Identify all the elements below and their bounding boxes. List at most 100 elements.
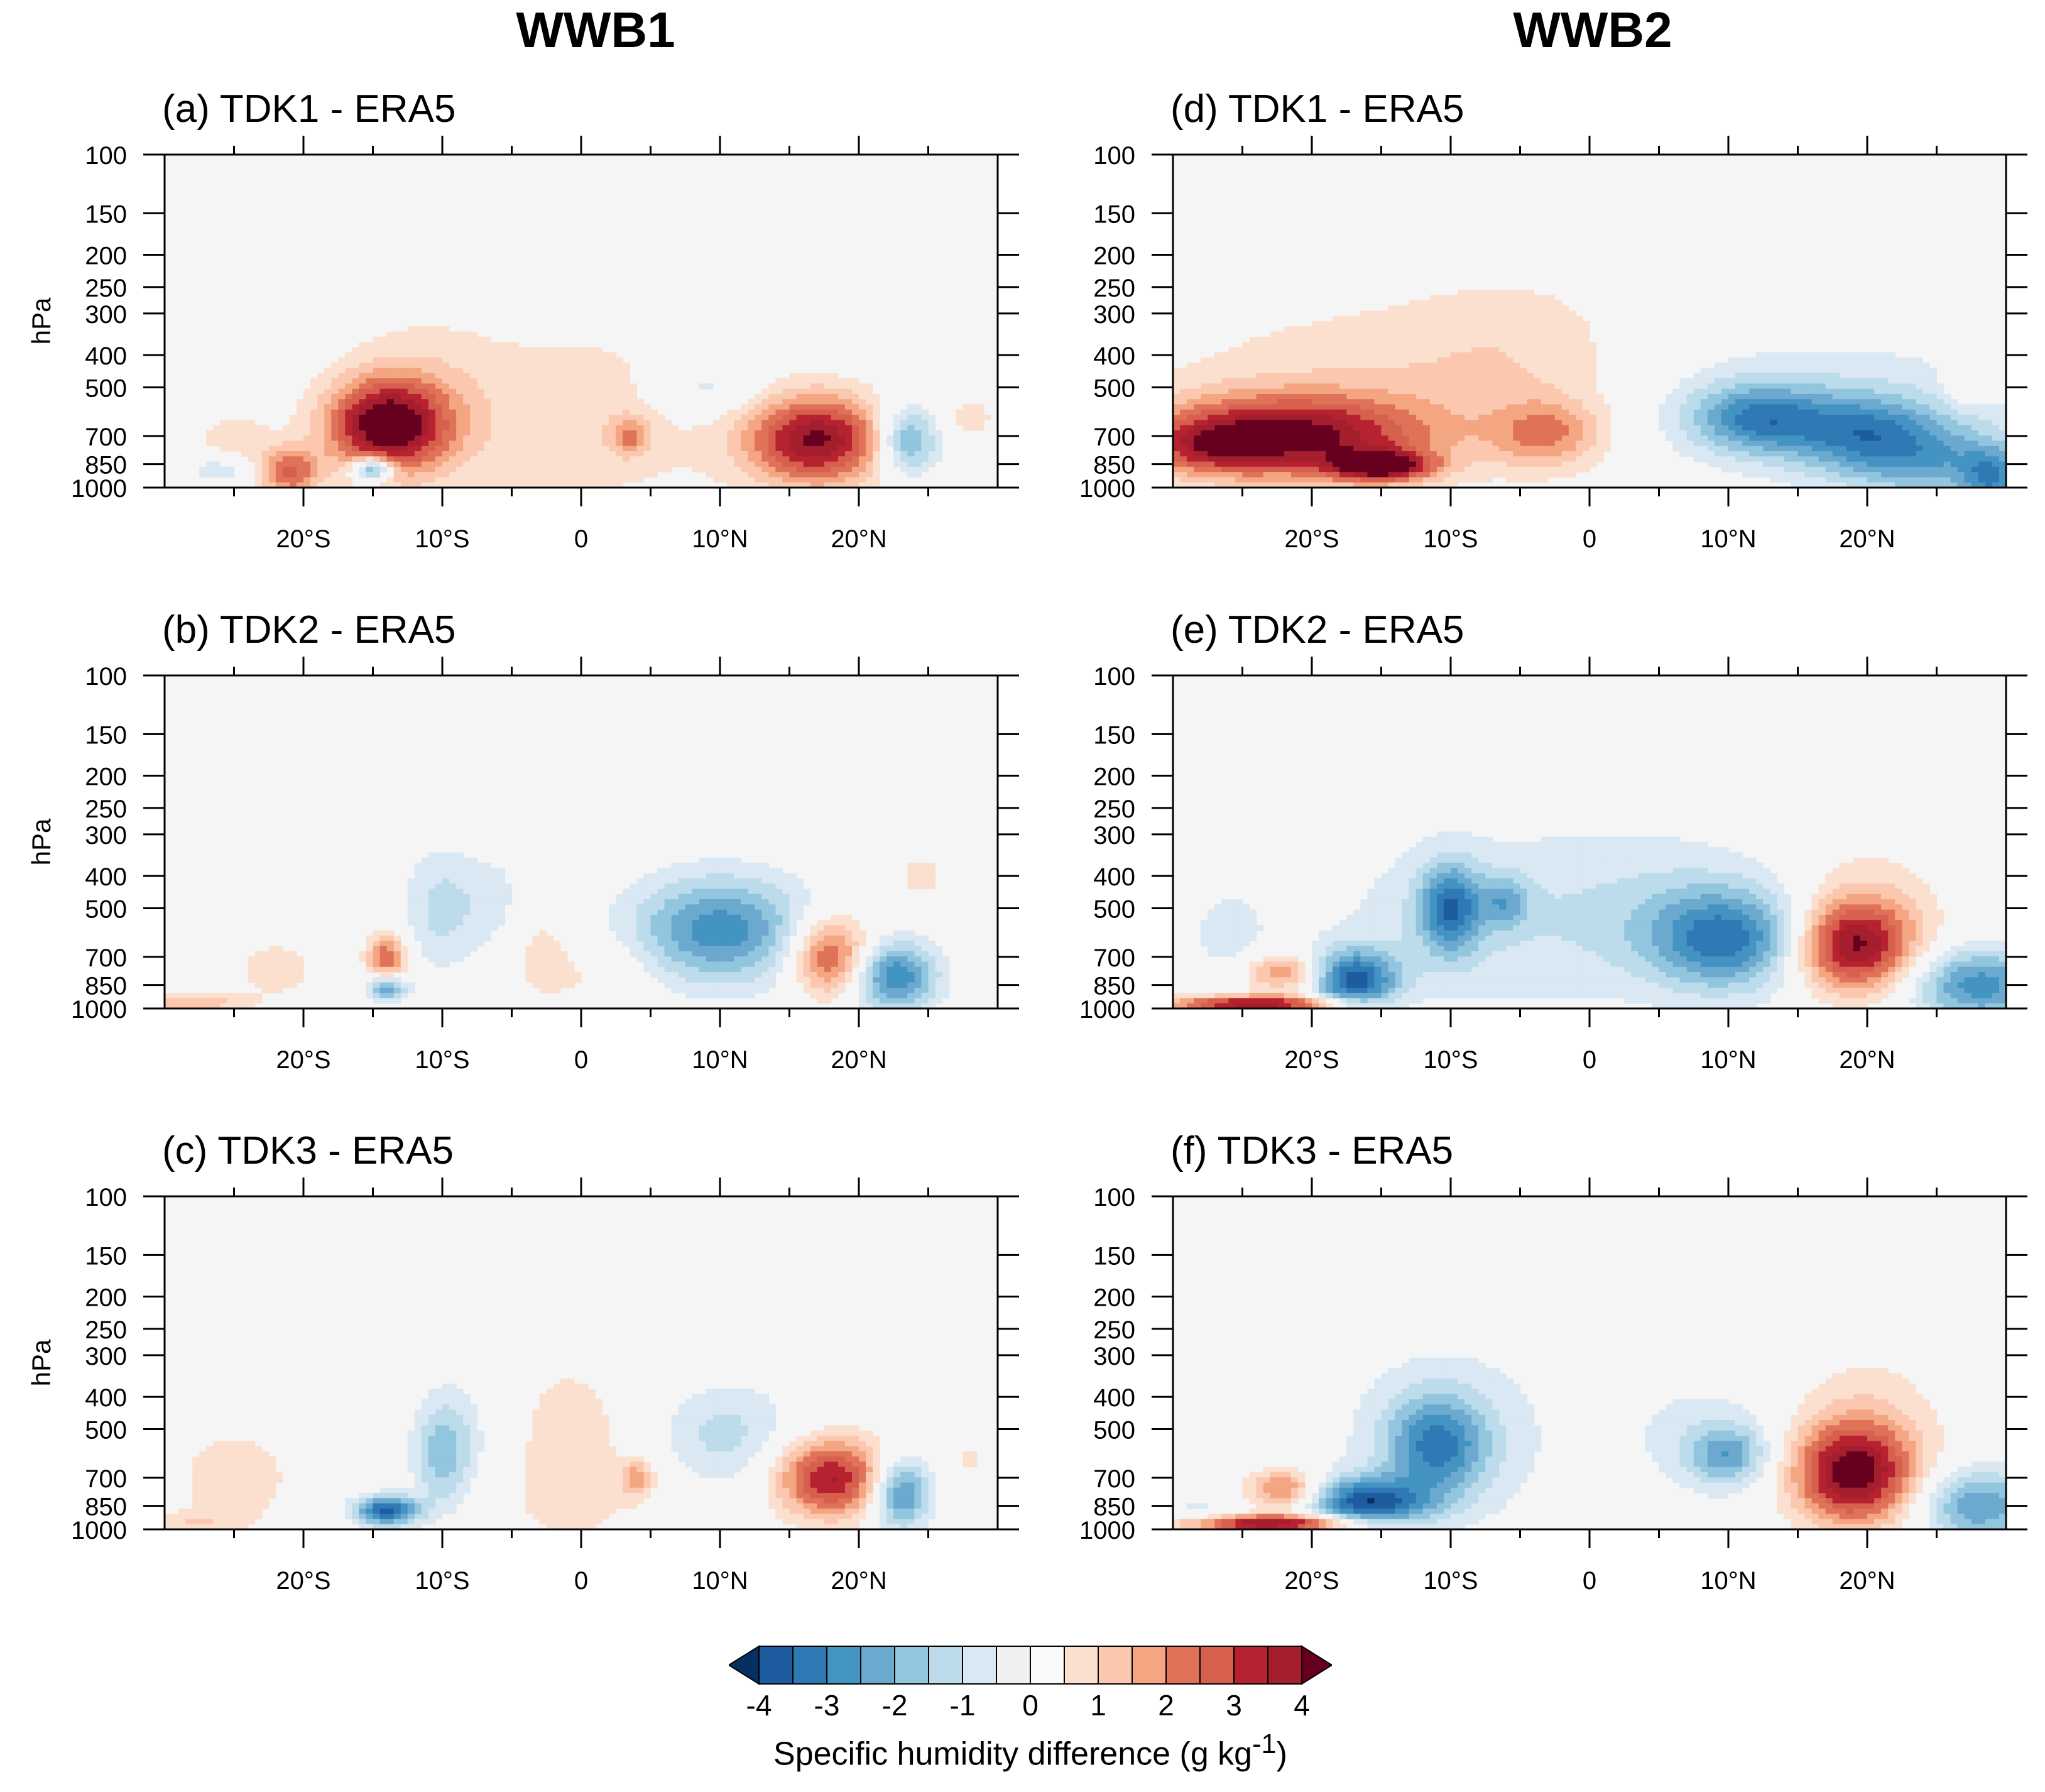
contour-cell — [720, 961, 728, 968]
contour-cell — [588, 1430, 596, 1436]
x-tick-label: 0 — [574, 1046, 588, 1074]
contour-cell — [400, 393, 408, 400]
contour-cell — [442, 1508, 450, 1514]
contour-cell — [261, 430, 270, 436]
contour-cell — [761, 456, 769, 462]
contour-cell — [498, 440, 506, 447]
contour-cell — [220, 993, 228, 999]
contour-cell — [511, 482, 520, 488]
contour-cell — [886, 1003, 894, 1008]
contour-cell — [560, 399, 568, 405]
contour-cell — [844, 1493, 853, 1499]
contour-cell — [741, 466, 748, 473]
contour-cell — [456, 393, 464, 400]
contour-cell — [616, 466, 623, 473]
contour-cell — [428, 863, 436, 869]
contour-cell — [511, 445, 520, 452]
contour-cell — [748, 909, 755, 915]
contour-cell — [685, 451, 693, 457]
contour-cell — [796, 972, 804, 978]
contour-cell — [755, 415, 762, 420]
contour-cell — [491, 883, 498, 890]
contour-cell — [567, 440, 575, 447]
contour-cell — [720, 904, 728, 910]
contour-cell — [782, 440, 790, 447]
contour-cell — [817, 435, 825, 442]
contour-cell — [768, 440, 776, 447]
contour-cell — [463, 930, 471, 936]
contour-cell — [421, 1414, 429, 1421]
contour-cell — [359, 347, 367, 353]
contour-cell — [636, 936, 645, 941]
contour-cell — [352, 425, 359, 431]
contour-cell — [248, 961, 256, 968]
contour-cell — [574, 420, 582, 426]
contour-cell — [609, 1493, 616, 1499]
contour-cell — [317, 378, 325, 384]
contour-cell — [504, 363, 513, 369]
contour-cell — [671, 1446, 679, 1452]
contour-cell — [727, 936, 734, 941]
contour-cell — [248, 1503, 256, 1509]
contour-cell — [532, 357, 540, 363]
contour-cell — [650, 966, 658, 973]
contour-cell — [657, 420, 665, 426]
contour-cell — [609, 1477, 616, 1483]
contour-cell — [810, 409, 818, 415]
contour-cell — [435, 878, 443, 884]
contour-cell — [581, 420, 589, 426]
contour-cell — [755, 936, 762, 941]
contour-cell — [400, 404, 408, 410]
contour-cell — [456, 873, 464, 879]
contour-cell — [824, 972, 832, 978]
contour-cell — [720, 1420, 728, 1426]
y-tick-label: 400 — [85, 863, 127, 891]
contour-cell — [789, 925, 797, 931]
contour-cell — [824, 977, 832, 983]
contour-cell — [789, 415, 797, 420]
contour-cell — [525, 1472, 533, 1478]
contour-cell — [636, 477, 645, 483]
contour-cell — [491, 893, 498, 900]
contour-cell — [546, 1425, 554, 1431]
contour-cell — [873, 399, 880, 405]
contour-cell — [803, 951, 811, 957]
contour-cell — [768, 982, 776, 988]
contour-cell — [484, 435, 491, 442]
contour-cell — [692, 941, 700, 947]
contour-cell — [539, 368, 547, 374]
contour-cell — [789, 1487, 797, 1494]
contour-cell — [379, 373, 388, 379]
contour-cell — [893, 1461, 901, 1468]
contour-cell — [359, 404, 367, 410]
contour-cell — [477, 888, 484, 895]
contour-cell — [498, 363, 506, 369]
contour-cell — [678, 883, 686, 890]
contour-cell — [630, 1456, 637, 1462]
contour-cell — [338, 399, 346, 405]
contour-cell — [421, 1493, 429, 1499]
contour-cell — [220, 425, 228, 431]
contour-cell — [248, 1461, 256, 1468]
contour-cell — [712, 1399, 721, 1405]
contour-cell — [643, 904, 652, 910]
contour-cell — [491, 388, 498, 395]
contour-cell — [734, 946, 741, 952]
contour-cell — [755, 977, 762, 983]
contour-cell — [886, 1514, 894, 1520]
contour-cell — [560, 1409, 568, 1416]
contour-cell — [352, 409, 359, 415]
contour-cell — [671, 456, 679, 462]
contour-cell — [775, 909, 783, 915]
contour-cell — [727, 1389, 734, 1395]
contour-cell — [796, 388, 804, 395]
y-tick-label: 1000 — [71, 475, 127, 503]
contour-cell — [844, 1435, 853, 1441]
contour-cell — [435, 472, 443, 478]
contour-cell — [456, 899, 464, 905]
contour-cell — [317, 477, 325, 483]
contour-cell — [504, 888, 513, 895]
contour-cell — [567, 477, 575, 483]
contour-cell — [574, 383, 582, 390]
contour-cell — [768, 1404, 776, 1411]
